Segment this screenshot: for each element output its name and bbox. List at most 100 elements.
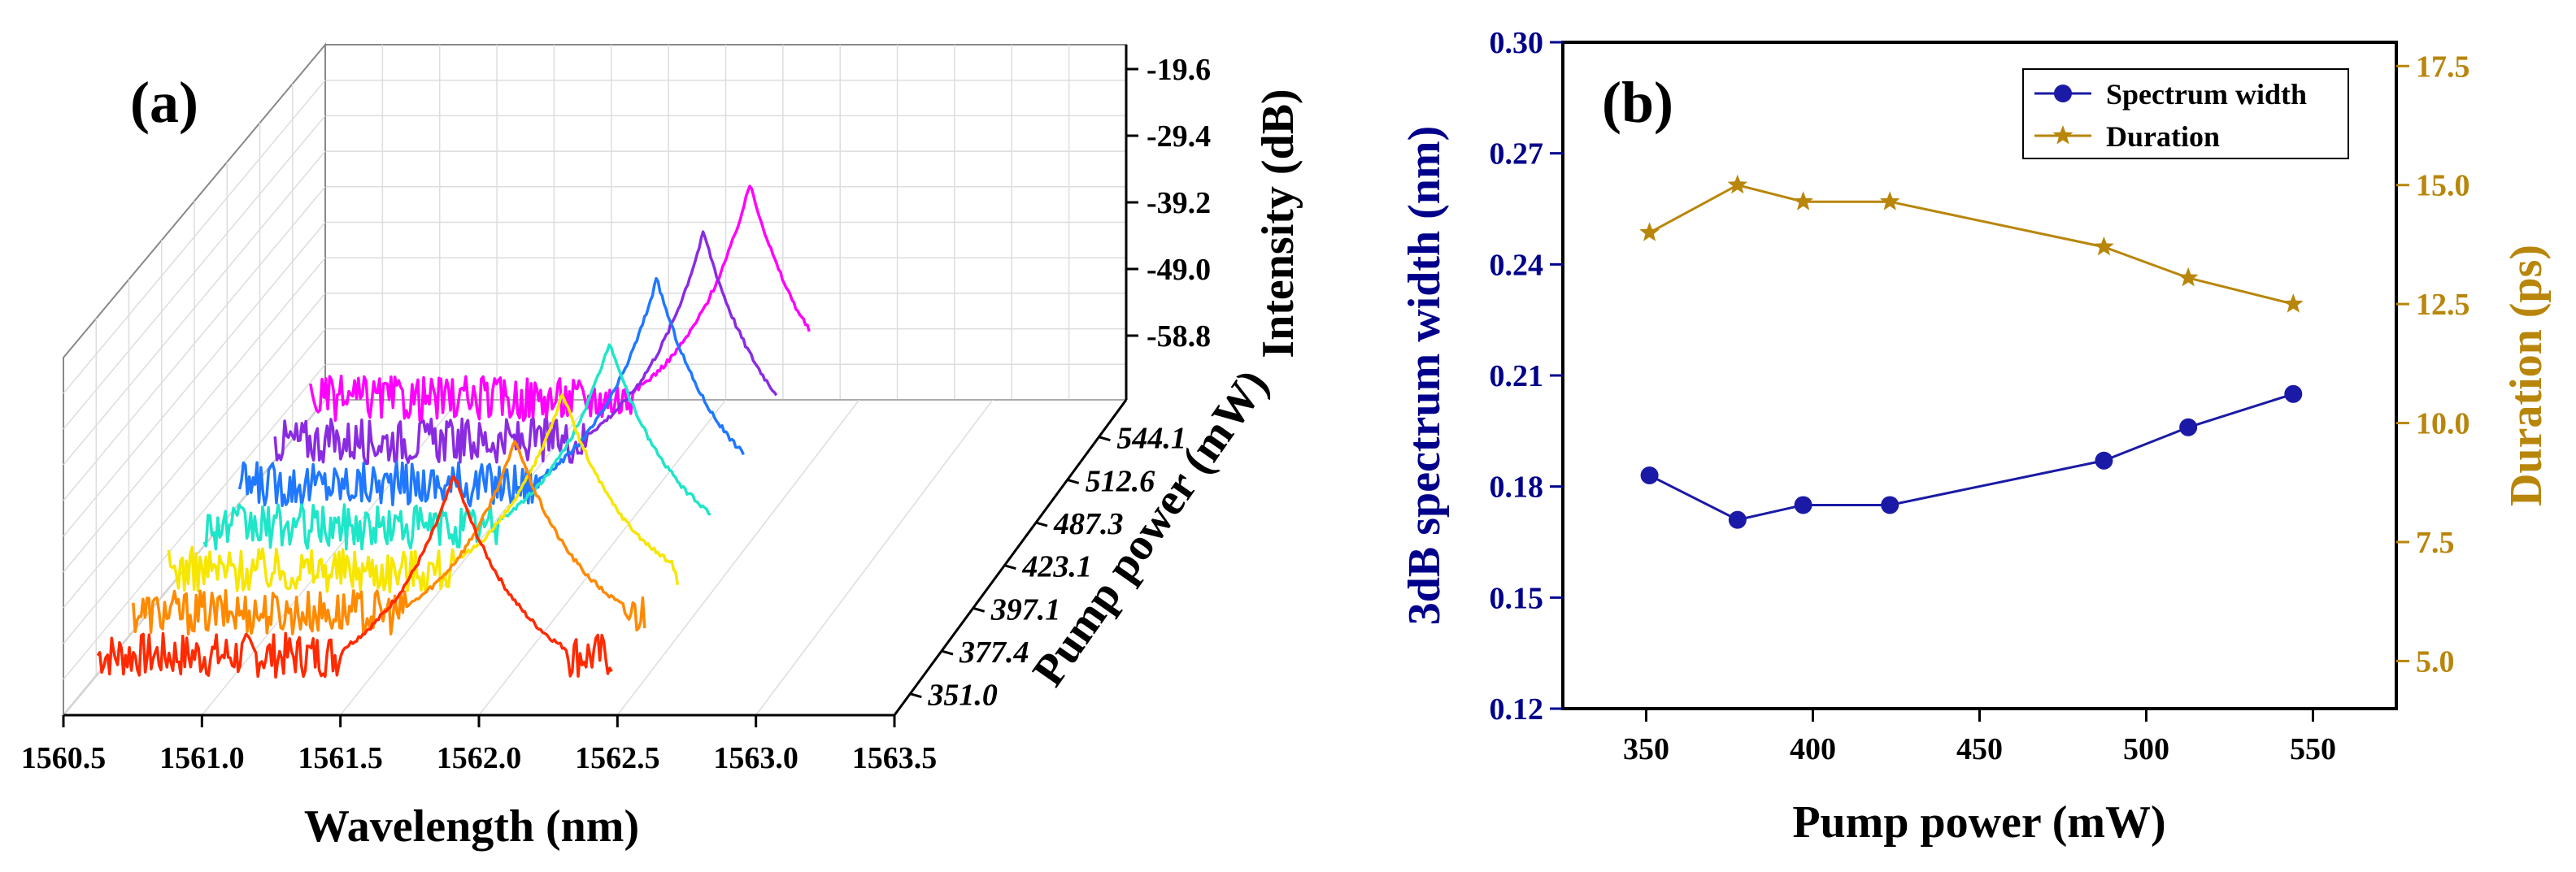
duration-point: [1727, 174, 1748, 194]
duration-point: [2094, 236, 2114, 256]
tick-mark: [1035, 521, 1048, 527]
grid-line: [63, 222, 326, 537]
left-y-axis-title: 3dB spectrum width (nm): [1399, 126, 1450, 625]
spectrum-width-point: [1728, 510, 1747, 529]
wavelength-tick-label: 1562.0: [437, 741, 522, 775]
wavelength-tick-label: 1563.0: [713, 741, 798, 775]
wavelength-tick-label: 1562.5: [575, 741, 660, 775]
right-y-tick-label: 5.0: [2416, 644, 2455, 679]
spectrum-width-point: [1640, 466, 1659, 484]
grid-line: [63, 257, 326, 573]
grid-line: [63, 150, 326, 466]
tick-mark: [973, 606, 986, 613]
legend-box: [2022, 68, 2349, 159]
tick-mark: [1067, 478, 1080, 484]
grid-line: [63, 363, 326, 680]
left-y-tick-label: 0.21: [1490, 359, 1544, 393]
tick-mark: [941, 649, 954, 656]
pump-tick-label: 397.1: [990, 592, 1061, 627]
spectrum-width-point: [2284, 384, 2303, 403]
right-y-tick-label: 17.5: [2416, 50, 2470, 84]
right-y-tick-label: 15.0: [2416, 169, 2470, 203]
left-wall-grid: [63, 80, 326, 680]
spectrum-width-point: [2179, 418, 2198, 436]
tick-mark: [1003, 564, 1016, 570]
series-line-duration: [1648, 184, 2294, 306]
wavelength-tick-label: 1563.5: [852, 741, 938, 775]
spectrum-trace-351.0: [96, 475, 613, 679]
spectrum-width-point: [1881, 496, 1899, 514]
pump-tick-label: 377.4: [959, 636, 1029, 670]
grid-line: [63, 293, 326, 609]
legend: Spectrum width Duration: [2022, 68, 2349, 159]
right-y-tick-label: 12.5: [2416, 288, 2470, 322]
duration-point: [1639, 222, 1660, 241]
grid-line: [63, 186, 326, 501]
wavelength-tick-label: 1561.5: [298, 741, 383, 775]
grid-line: [201, 399, 459, 716]
x-tick-label: 450: [1956, 732, 2003, 766]
grid-line: [755, 399, 994, 716]
wavelength-tick-label: 1561.0: [159, 741, 245, 775]
left-y-tick-label: 0.18: [1490, 471, 1544, 505]
grid-line: [478, 399, 727, 716]
pump-ticks: 351.0 377.4 397.1 423.1 487.3 512.6 544.1: [909, 422, 1186, 713]
wavelength-tick-label: 1560.5: [21, 741, 107, 775]
x-tick-label: 550: [2290, 732, 2336, 766]
intensity-tick-label: -49.0: [1147, 253, 1211, 287]
spectrum-trace-397.1: [167, 393, 680, 593]
left-y-tick-label: 0.24: [1490, 248, 1544, 282]
x-tick-label: 350: [1623, 732, 1669, 766]
x-tick-label: 500: [2123, 732, 2169, 766]
panel-b-line-chart: 350 400 450 500 550 0.12 0.15 0.18 0.21 0.24 0.27 0…: [1399, 26, 2552, 848]
spectrum-trace-512.6: [273, 230, 778, 466]
grid-line: [63, 115, 326, 430]
spectrum-trace-487.3: [237, 276, 745, 508]
intensity-ticks: -19.6 -29.4 -39.2 -49.0 -58.8: [1126, 53, 1211, 354]
pump-tick-label: 487.3: [1053, 507, 1124, 541]
grid-line: [340, 399, 593, 716]
duration-point: [1793, 191, 1813, 210]
spectra-group: [96, 184, 811, 679]
pump-tick-label: 351.0: [927, 679, 998, 713]
legend-label-spectrum: Spectrum width: [2106, 78, 2307, 111]
wavelength-axis-title: Wavelength (nm): [304, 801, 639, 852]
wavelength-ticks: 1560.5 1561.0 1561.5 1562.0 1562.5 1563.0 1563…: [21, 715, 938, 775]
back-wall-grid: [325, 45, 1126, 400]
panel-a-waterfall: 1560.5 1561.0 1561.5 1562.0 1562.5 1563.0 1563…: [21, 42, 1303, 852]
legend-marker-duration: [2052, 125, 2073, 145]
intensity-tick-label: -19.6: [1147, 53, 1211, 87]
spectrum-trace-377.4: [132, 440, 646, 636]
left-y-tick-label: 0.30: [1490, 26, 1544, 60]
series-line-spectrum-width: [1648, 393, 2294, 522]
intensity-tick-label: -58.8: [1147, 319, 1211, 354]
left-y-tick-label: 0.12: [1490, 692, 1544, 727]
legend-marker-spectrum: [2054, 85, 2072, 102]
grid-line: [616, 399, 860, 716]
grid-line: [63, 328, 326, 644]
panel-a-label: (a): [130, 70, 198, 135]
x-tick-label: 400: [1790, 732, 1836, 766]
panel-b-label: (b): [1602, 70, 1673, 135]
intensity-axis-title: Intensity (dB): [1253, 89, 1303, 358]
intensity-tick-label: -39.2: [1147, 186, 1211, 220]
x-axis-title: Pump power (mW): [1792, 797, 2165, 848]
grid-line: [63, 80, 326, 394]
spectrum-width-point: [2095, 451, 2113, 470]
duration-point: [2178, 267, 2199, 287]
left-y-tick-label: 0.27: [1490, 137, 1544, 171]
pump-tick-label: 423.1: [1021, 550, 1092, 584]
spectrum-width-point: [1794, 496, 1812, 514]
tick-mark: [1098, 436, 1111, 442]
tick-mark: [909, 692, 922, 699]
pump-tick-label: 544.1: [1116, 422, 1186, 456]
pump-axis-line: [893, 399, 1128, 716]
left-y-tick-label: 0.15: [1490, 581, 1544, 615]
panel-b-axes: 350 400 450 500 550 0.12 0.15 0.18 0.21 0.24 0.27 0…: [1490, 26, 2470, 766]
right-y-axis-title: Duration (ps): [2501, 245, 2552, 506]
intensity-tick-label: -29.4: [1147, 119, 1211, 154]
right-y-tick-label: 10.0: [2416, 407, 2470, 441]
duration-point: [1879, 191, 1900, 210]
pump-tick-label: 512.6: [1086, 464, 1155, 498]
